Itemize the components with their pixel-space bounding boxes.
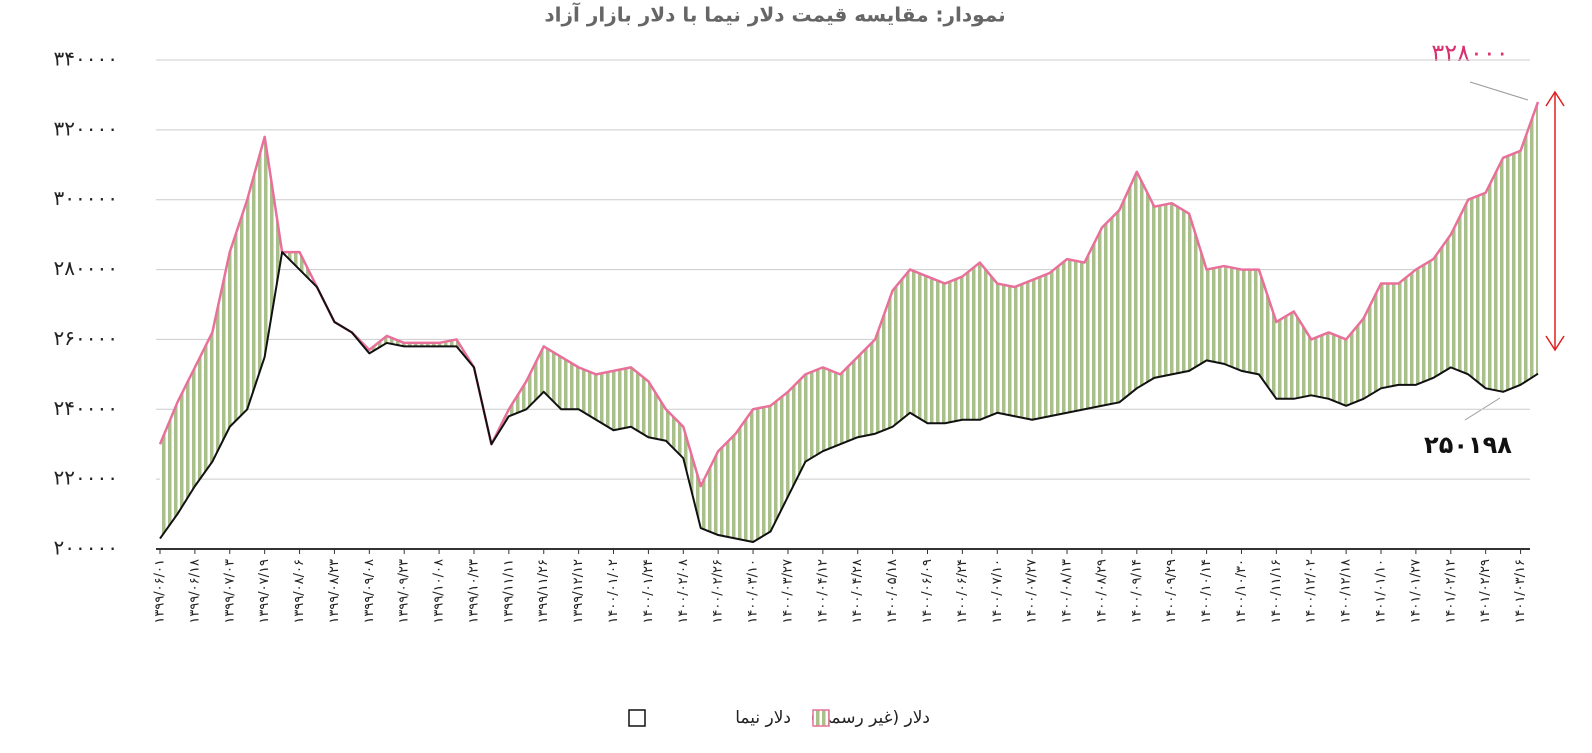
x-tick-label: ۱۴۰۰/۰۳/۲۷ bbox=[780, 559, 795, 624]
y-tick-label: ۳۴۰۰۰۰ bbox=[54, 47, 118, 71]
x-tick-label: ۱۴۰۰/۰۶/۲۴ bbox=[955, 559, 970, 624]
legend-swatch bbox=[628, 709, 646, 727]
x-tick-label: ۱۳۹۹/۱۲/۱۲ bbox=[571, 559, 586, 624]
y-tick-label: ۲۴۰۰۰۰ bbox=[54, 396, 118, 420]
x-tick-label: ۱۴۰۰/۰۸/۱۳ bbox=[1060, 559, 1075, 624]
y-tick-label: ۳۲۰۰۰۰ bbox=[54, 116, 118, 140]
y-tick-label: ۲۸۰۰۰۰ bbox=[54, 256, 118, 280]
legend-label: دلار (غیر رسمی) bbox=[811, 708, 930, 728]
series-line bbox=[158, 101, 1540, 488]
x-tick-label: ۱۴۰۰/۰۲/۲۶ bbox=[711, 559, 726, 624]
y-tick-label: ۲۰۰۰۰۰ bbox=[54, 536, 118, 560]
x-tick-label: ۱۴۰۰/۱۲/۱۸ bbox=[1339, 559, 1354, 624]
series-line bbox=[159, 251, 1539, 544]
x-tick-label: ۱۳۹۹/۰۶/۰۱ bbox=[153, 559, 168, 624]
x-tick-label: ۱۴۰۱/۰۲/۱۲ bbox=[1443, 559, 1458, 624]
annotation: ۳۲۸۰۰۰ bbox=[1431, 39, 1508, 67]
y-tick-label: ۳۰۰۰۰۰ bbox=[54, 186, 118, 210]
gap-area bbox=[160, 101, 1538, 543]
x-tick-label: ۱۴۰۰/۱۰/۱۴ bbox=[1199, 559, 1214, 624]
x-tick-label: ۱۳۹۹/۰۹/۰۸ bbox=[362, 559, 377, 624]
x-tick-label: ۱۴۰۱/۰۱/۲۷ bbox=[1408, 559, 1423, 624]
x-tick-label: ۱۴۰۰/۰۸/۲۹ bbox=[1094, 559, 1109, 624]
x-tick-label: ۱۳۹۹/۰۷/۱۹ bbox=[257, 559, 272, 624]
chart-title: نمودار: مقایسه قیمت دلار نیما با دلار با… bbox=[544, 2, 1005, 27]
x-tick-label: ۱۴۰۰/۰۷/۱۰ bbox=[990, 559, 1005, 624]
range-arrow bbox=[1545, 90, 1565, 352]
annotation: ۲۵۰۱۹۸ bbox=[1424, 431, 1512, 459]
x-tick-label: ۱۴۰۰/۰۵/۱۸ bbox=[885, 559, 900, 624]
x-tick-label: ۱۴۰۰/۰۴/۲۸ bbox=[850, 559, 865, 624]
annotation-connector bbox=[1469, 81, 1529, 101]
x-tick-label: ۱۳۹۹/۰۷/۰۳ bbox=[222, 559, 237, 624]
y-tick-label: ۲۶۰۰۰۰ bbox=[54, 326, 118, 350]
x-tick-label: ۱۴۰۰/۰۹/۱۴ bbox=[1129, 559, 1144, 624]
x-tick-label: ۱۴۰۰/۱۰/۳۰ bbox=[1234, 559, 1249, 624]
x-tick-label: ۱۳۹۹/۱۰/۲۳ bbox=[466, 559, 481, 624]
x-tick-label: ۱۳۹۹/۱۰/۰۸ bbox=[432, 559, 447, 624]
x-tick-label: ۱۴۰۰/۰۴/۱۲ bbox=[815, 559, 830, 624]
x-tick-label: ۱۴۰۰/۰۷/۲۷ bbox=[1025, 559, 1040, 624]
x-tick-label: ۱۴۰۰/۰۲/۰۸ bbox=[676, 559, 691, 624]
x-tick-label: ۱۳۹۹/۰۹/۲۳ bbox=[397, 559, 412, 624]
x-tick-label: ۱۴۰۰/۱۱/۱۶ bbox=[1269, 559, 1284, 624]
x-tick-label: ۱۴۰۱/۰۳/۱۶ bbox=[1513, 559, 1528, 624]
legend-swatch bbox=[812, 709, 830, 727]
x-tick-label: ۱۴۰۰/۰۱/۰۲ bbox=[606, 559, 621, 624]
x-tick-label: ۱۴۰۰/۰۱/۲۴ bbox=[641, 559, 656, 624]
x-tick-label: ۱۴۰۱/۰۲/۲۹ bbox=[1478, 559, 1493, 624]
x-tick-label: ۱۴۰۰/۱۲/۰۲ bbox=[1304, 559, 1319, 624]
y-tick-label: ۲۲۰۰۰۰ bbox=[54, 466, 118, 490]
x-tick-label: ۱۳۹۹/۰۶/۱۸ bbox=[187, 559, 202, 624]
x-tick-label: ۱۴۰۰/۰۳/۱۰ bbox=[746, 559, 761, 624]
legend-label: دلار نیما bbox=[735, 708, 791, 728]
x-tick-label: ۱۳۹۹/۰۸/۰۶ bbox=[292, 559, 307, 624]
x-tick-label: ۱۳۹۹/۰۸/۲۳ bbox=[327, 559, 342, 624]
x-tick-label: ۱۴۰۰/۰۹/۲۹ bbox=[1164, 559, 1179, 624]
x-tick-label: ۱۴۰۰/۰۶/۰۹ bbox=[920, 559, 935, 624]
legend: دلار (غیر رسمی) دلار نیما bbox=[628, 708, 930, 728]
x-tick-label: ۱۴۰۱/۰۱/۱۰ bbox=[1374, 559, 1389, 624]
x-tick-label: ۱۳۹۹/۱۱/۱۱ bbox=[501, 559, 516, 624]
x-tick-label: ۱۳۹۹/۱۱/۲۶ bbox=[536, 559, 551, 624]
